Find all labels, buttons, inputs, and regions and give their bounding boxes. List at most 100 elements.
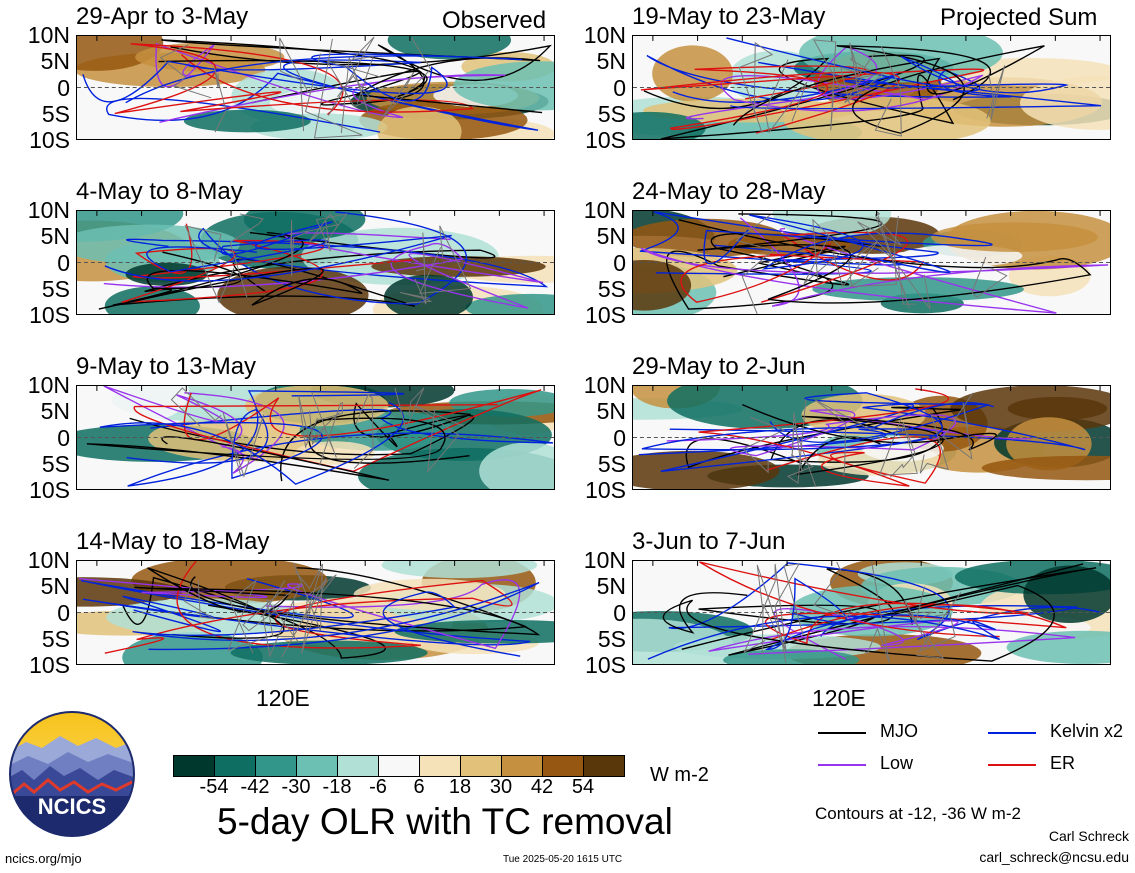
olr-anomaly-blob [476,211,554,244]
contour-line [126,211,549,305]
colorbar-segment [214,755,256,777]
y-tick-label: 10N [27,547,70,573]
coastline [336,57,370,134]
logo-text: NCICS [38,794,106,819]
coastline [903,585,930,649]
olr-map-panel [76,560,555,665]
contour-line [155,42,506,123]
ncics-logo: NCICS [8,710,136,838]
y-tick-label: 5S [41,625,70,652]
olr-anomaly-blob [633,450,780,489]
panel-label: 19-May to 23-May [632,3,826,30]
olr-anomaly-blob [353,578,506,611]
coastline [304,38,363,139]
ncics-logo-icon: NCICS [9,711,135,837]
y-tick-label: 10S [29,127,70,153]
contour-line [134,567,541,639]
contour-note: Contours at -12, -36 W m-2 [815,804,1021,823]
legend-label: Kelvin x2 [1050,721,1124,741]
contour-line [726,37,1102,110]
olr-anomaly-blob [381,561,538,579]
coastline [735,214,775,314]
y-tick-label: 0 [57,74,70,101]
y-tick-label: 10N [583,372,626,398]
y-tick-label: 5N [596,398,626,425]
colorbar-units: W m-2 [650,764,709,786]
olr-anomaly-blob [387,36,512,60]
coastline [971,256,1008,298]
coastline [394,387,425,431]
colorbar-label: -6 [369,776,387,798]
y-tick-label: 5N [596,223,626,250]
contour-line [158,39,543,114]
panel-label: 29-May to 2-Jun [632,353,806,380]
coastline [327,36,375,116]
olr-anomaly-blob [652,45,733,102]
contour-line [638,403,1086,473]
coastline [213,66,227,133]
contour-line [678,213,1092,304]
coastline [786,398,815,485]
coastline [907,611,945,659]
timestamp: Tue 2025-05-20 1615 UTC [503,854,623,865]
colorbar-segment [173,755,215,777]
author-email[interactable]: carl_schreck@ncsu.edu [979,849,1129,865]
contour-line [127,390,554,487]
coastline [832,241,878,288]
olr-anomaly-blob [465,293,554,314]
coastline [227,579,270,654]
contour-line [680,231,925,303]
contour-line [103,386,285,474]
coastline [764,59,808,134]
colorbar-segment [337,755,379,777]
coastline [844,53,885,104]
olr-map-panel [632,560,1111,665]
olr-anomaly-blob [243,211,366,240]
y-tick-label: 10N [27,197,70,223]
legend-swatch [818,764,866,766]
author-name: Carl Schreck [1048,828,1129,844]
y-tick-label: 10S [585,302,626,328]
y-tick-label: 10N [583,547,626,573]
coastline [814,399,872,477]
coastline [738,41,774,134]
colorbar-segment [378,755,420,777]
olr-anomaly-blob [453,61,554,111]
contour-line [106,59,539,133]
contour-line [132,581,540,657]
coastline [183,580,215,620]
olr-map-panel [76,35,555,140]
coastline [229,213,264,298]
coastline [897,265,931,310]
colorbar-label: -54 [199,776,229,798]
contour-line [732,45,1045,134]
contour-line [698,388,949,487]
coastline [326,60,382,108]
coastline [857,216,902,260]
olr-map-panel [632,210,1111,315]
olr-anomaly-blob [812,277,1024,302]
olr-anomaly-blob [1006,630,1110,664]
olr-map-panel [76,210,555,315]
y-tick-label: 5S [41,450,70,477]
y-tick-label: 5S [41,275,70,302]
coastline [803,218,845,284]
colorbar-segment [542,755,584,777]
y-tick-label: 10S [29,652,70,678]
contour-line [103,232,544,309]
olr-anomaly-blob [94,386,190,423]
y-tick-label: 0 [57,249,70,276]
coastline [300,213,339,242]
olr-anomaly-blob [183,109,311,133]
site-link[interactable]: ncics.org/mjo [5,851,82,866]
colorbar-segment [419,755,461,777]
colorbar-label: -18 [322,776,352,798]
colorbar-label: 18 [448,776,472,798]
contour-line [668,562,1104,641]
contour-line [82,53,523,104]
y-tick-label: 10N [27,22,70,48]
coastline [242,588,286,632]
y-tick-label: 10N [583,22,626,48]
y-tick-label: 10S [29,302,70,328]
coastline [742,416,786,474]
